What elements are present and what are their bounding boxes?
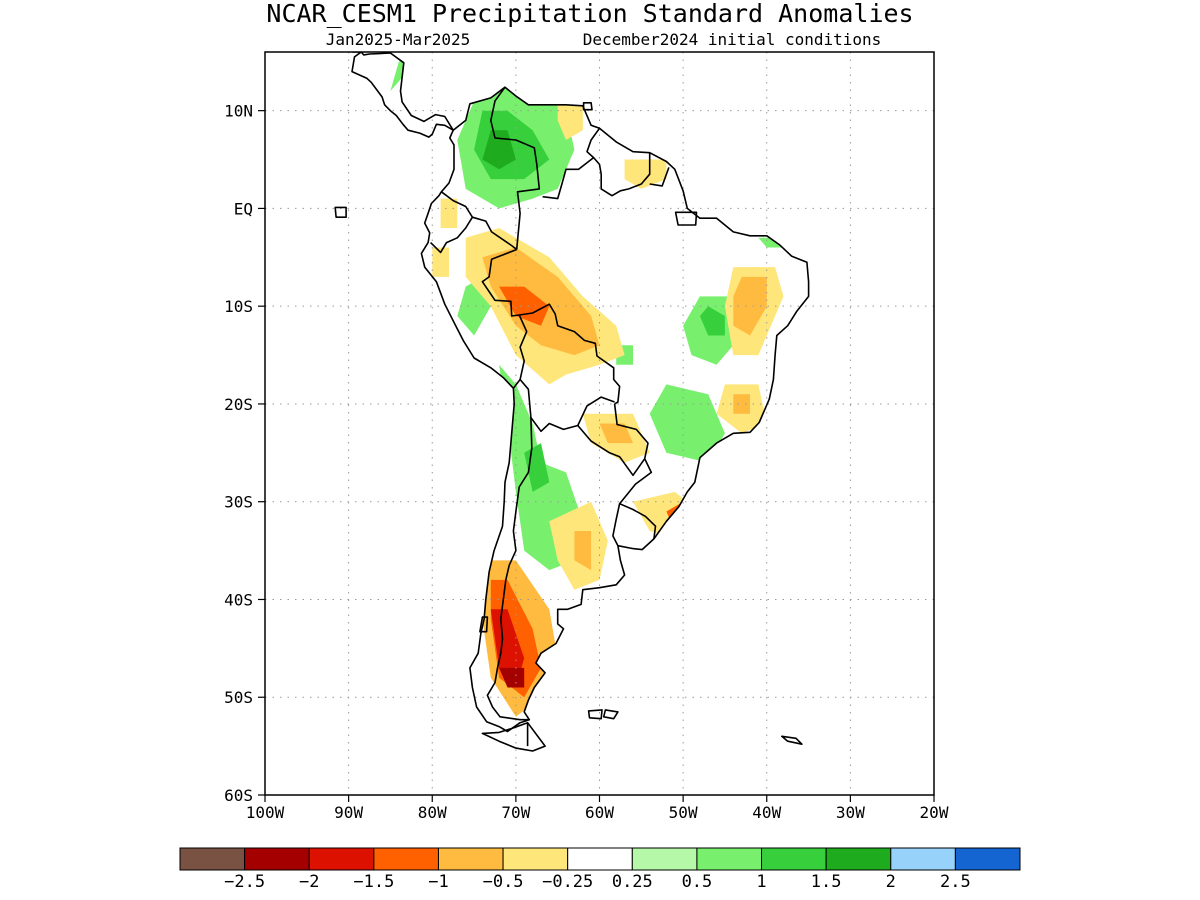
colorbar-swatch — [179, 847, 246, 871]
lon-tick-label: 70W — [501, 803, 530, 822]
colorbar-swatch — [437, 847, 504, 871]
border-line-2 — [542, 156, 595, 200]
coastline-falkland-west — [587, 709, 603, 720]
border-line-6 — [481, 248, 528, 389]
lon-tick-label: 90W — [334, 803, 363, 822]
coastline-south-america — [420, 86, 810, 733]
coastline-tierra-del-fuego — [481, 721, 546, 752]
country-borders — [430, 86, 670, 747]
colorbar-swatch — [631, 847, 698, 871]
colorbar-label: −0.25 — [542, 872, 593, 892]
colorbar-swatch — [567, 847, 633, 871]
colorbar-swatch — [696, 847, 763, 871]
border-line-4 — [430, 191, 474, 254]
colorbar-swatch — [244, 847, 310, 871]
figure-title: NCAR_CESM1 Precipitation Standard Anomal… — [266, 0, 913, 28]
colorbar-label: 0.5 — [682, 872, 713, 892]
colorbar-swatch — [502, 847, 569, 871]
colorbar-label: 1 — [756, 872, 766, 892]
lat-tick-label: 60S — [224, 786, 253, 805]
border-line-7 — [519, 303, 621, 405]
colorbar-label: −1 — [428, 872, 448, 892]
colorbar-label: −2 — [299, 872, 319, 892]
anomaly-region-28 — [440, 198, 458, 228]
anomaly-region-15 — [499, 286, 550, 326]
forecast-period: Jan2025-Mar2025 — [326, 30, 471, 49]
anomaly-region-29 — [432, 247, 449, 277]
colorbar-swatch — [954, 847, 1021, 871]
map-axes: 100W 90W 80W 70W 60W 50W 40W 30W 20W 10N EQ 10S 20S 3… — [224, 102, 949, 822]
colorbar-label: 0.25 — [612, 872, 653, 892]
coastline-chiloe — [479, 616, 489, 633]
coastline-galapagos — [334, 206, 347, 218]
border-line-5 — [472, 216, 518, 251]
coastline-trinidad — [582, 102, 593, 111]
border-line-0 — [489, 86, 541, 250]
colorbar-label: 2.5 — [940, 872, 971, 892]
border-line-13 — [619, 502, 657, 540]
lon-tick-label: 80W — [418, 803, 447, 822]
colorbar-swatch — [373, 847, 439, 871]
map-panel: 100W 90W 80W 70W 60W 50W 40W 30W 20W 10N EQ 10S 20S 3… — [224, 51, 949, 822]
colorbar-label: −1.5 — [353, 872, 394, 892]
lat-tick-label: 50S — [224, 688, 253, 707]
colorbar-label: −0.5 — [483, 872, 524, 892]
anomaly-region-27 — [557, 100, 583, 140]
lon-tick-label: 100W — [246, 803, 285, 822]
colorbar-label: −2.5 — [224, 872, 265, 892]
lat-tick-label: 30S — [224, 493, 253, 512]
anomaly-region-21 — [574, 531, 592, 571]
coastline-central-america — [351, 52, 455, 138]
anomaly-region-8 — [699, 306, 725, 336]
lon-tick-label: 30W — [836, 803, 865, 822]
border-line-1 — [586, 127, 651, 197]
colorbar-label: 1.5 — [811, 872, 842, 892]
coastline-marajo — [674, 211, 698, 226]
border-line-9 — [486, 417, 533, 721]
colorbar-swatch — [890, 847, 956, 871]
border-line-8 — [519, 378, 615, 433]
lon-tick-label: 40W — [752, 803, 781, 822]
lat-tick-label: 10S — [224, 297, 253, 316]
coastline-falkland-east — [602, 709, 619, 720]
lon-tick-label: 50W — [669, 803, 698, 822]
anomaly-region-6 — [649, 384, 725, 463]
colorbar-swatch — [825, 847, 892, 871]
anomaly-region-19 — [733, 394, 750, 414]
lon-tick-label: 60W — [585, 803, 614, 822]
lat-tick-label: 40S — [224, 590, 253, 609]
anomaly-region-17 — [733, 276, 767, 336]
lat-tick-label: EQ — [234, 199, 253, 218]
anomaly-region-25 — [599, 423, 633, 444]
colorbar: −2.5 −2 −1.5 −1 −0.5 −0.25 0.25 0.5 1 1.5 2 2.5 — [179, 847, 1021, 892]
anomaly-region-26 — [624, 159, 667, 189]
colorbar-swatch — [761, 847, 827, 871]
lat-tick-label: 10N — [224, 102, 253, 121]
coastline-south-georgia — [780, 735, 803, 746]
colorbar-swatch — [308, 847, 375, 871]
initial-conditions: December2024 initial conditions — [583, 30, 882, 49]
colorbar-label: 2 — [886, 872, 896, 892]
border-line-3 — [649, 167, 670, 187]
coastlines — [334, 52, 810, 752]
border-line-11 — [577, 403, 649, 477]
anomaly-region-33 — [499, 667, 525, 688]
lat-tick-label: 20S — [224, 395, 253, 414]
lon-tick-label: 20W — [920, 803, 949, 822]
